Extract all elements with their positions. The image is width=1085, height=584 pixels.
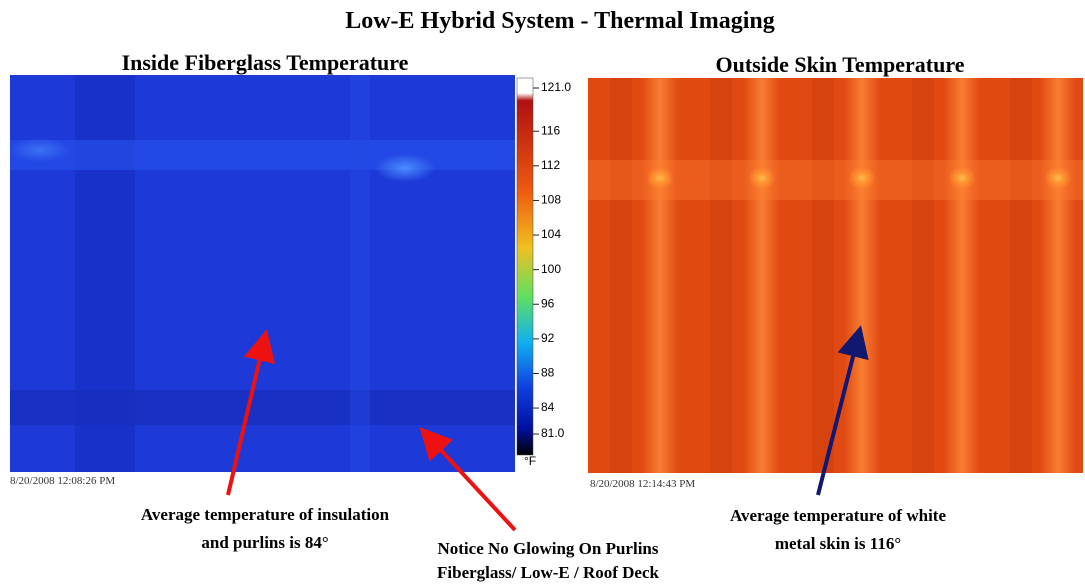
tick-label: 88 [541,366,555,380]
stripe [812,78,834,473]
stripe [642,78,678,473]
hot-spot [748,166,776,190]
arrow [226,329,276,496]
annotation: Fiberglass/ Low-E / Roof Deck [437,563,659,582]
tick-label: 108 [541,193,561,207]
panel-title: Inside Fiberglass Temperature [122,50,409,75]
annotation: Notice No Glowing On Purlins [437,539,658,558]
tick-label: 104 [541,227,561,241]
hot-spot [948,166,976,190]
stripe [744,78,780,473]
title: Low-E Hybrid System - Thermal Imaging [345,8,775,34]
timestamp: 8/20/2008 12:08:26 PM [10,475,115,487]
tick-label: 81.0 [541,426,565,440]
stripe [944,78,980,473]
stripe [1010,78,1032,473]
annotation: metal skin is 116° [775,534,901,553]
hot-spot [848,166,876,190]
arrow [419,427,517,532]
stripe [710,78,732,473]
color-scale [516,77,534,456]
annotation: and purlins is 84° [201,533,328,552]
hot-spot [646,166,674,190]
arrow [816,325,869,496]
panel-title: Outside Skin Temperature [716,52,965,77]
hot-spot [1044,166,1072,190]
outside-thermal-image [588,78,1083,473]
stripe [610,78,632,473]
stripe [912,78,934,473]
annotation: Average temperature of white [730,506,946,525]
tick-label: 112 [541,158,560,172]
tick-label: 92 [541,331,555,345]
stripe [1040,78,1076,473]
annotation: Average temperature of insulation [141,505,390,524]
tick-label: 121.0 [541,80,571,94]
stripe [844,78,880,473]
tick-label: 84 [541,400,555,414]
inside-thermal-image [10,75,515,472]
tick-label: 100 [541,262,561,276]
scale-unit: °F [524,454,536,468]
timestamp: 8/20/2008 12:14:43 PM [590,478,695,490]
tick-label: 116 [541,123,560,137]
tick-label: 96 [541,296,555,310]
